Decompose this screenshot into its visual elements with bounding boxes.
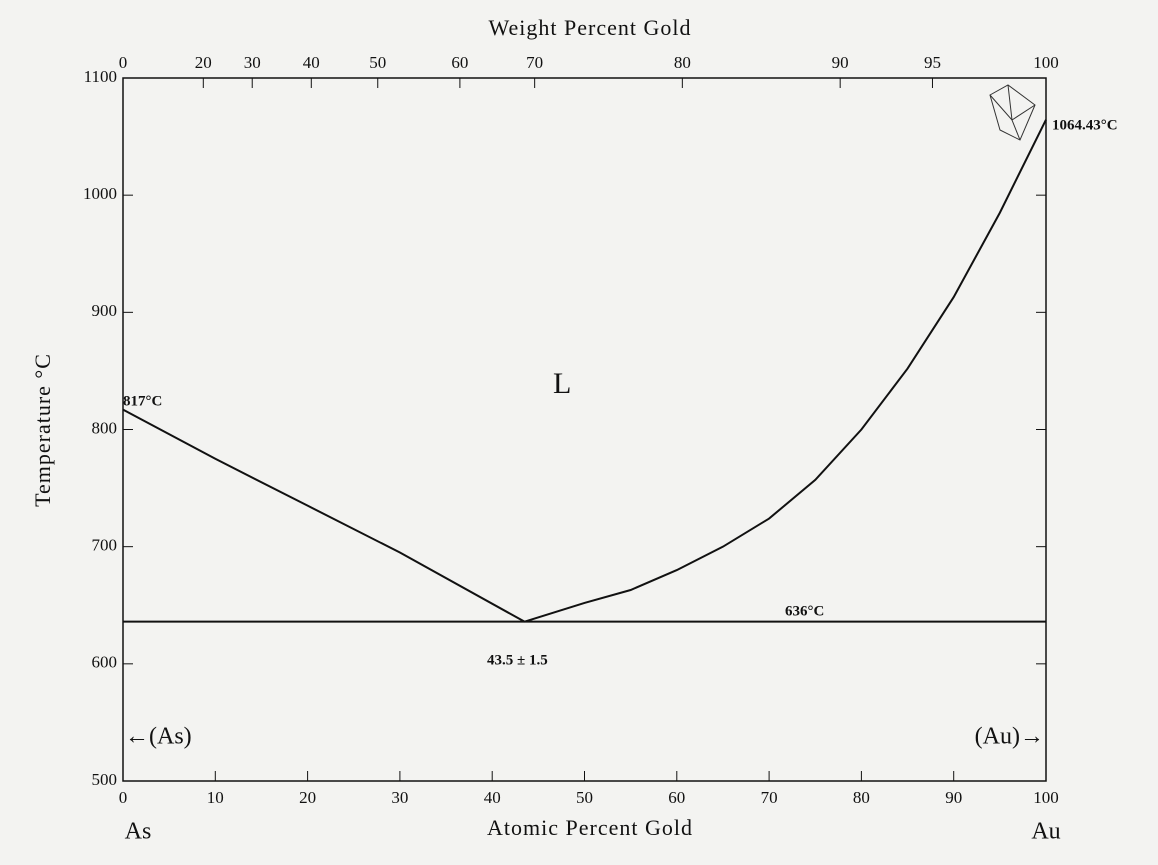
chart: Weight Percent Gold Atomic Percent Gold … — [0, 0, 1158, 865]
x2-tick-label: 100 — [1033, 53, 1059, 72]
element-label: As — [125, 819, 152, 845]
y-tick-label: 1100 — [84, 67, 117, 86]
element-label: Au — [1031, 819, 1060, 845]
y-tick-label: 900 — [92, 301, 118, 320]
annotation: 636°C — [785, 603, 824, 619]
x-tick-label: 70 — [761, 788, 778, 807]
x2-tick-label: 95 — [924, 53, 941, 72]
y-tick-label: 1000 — [83, 184, 117, 203]
x2-tick-label: 70 — [526, 53, 543, 72]
x-tick-label: 100 — [1033, 788, 1059, 807]
annotation: 817°C — [123, 393, 162, 409]
x-tick-label: 40 — [484, 788, 501, 807]
x-tick-label: 30 — [391, 788, 408, 807]
y-tick-label: 500 — [92, 770, 118, 789]
x2-tick-label: 60 — [451, 53, 468, 72]
annotation: (Au)→ — [975, 724, 1044, 750]
annotation: 43.5 ± 1.5 — [487, 652, 548, 668]
x2-tick-label: 20 — [195, 53, 212, 72]
x-tick-label: 60 — [668, 788, 685, 807]
y-axis-title: Temperature °C — [30, 353, 55, 507]
x2-tick-label: 90 — [832, 53, 849, 72]
x2-tick-label: 40 — [303, 53, 320, 72]
crystal-icon — [990, 85, 1035, 140]
phase-label: L — [553, 367, 571, 400]
y-tick-label: 800 — [92, 418, 118, 437]
annotation: ←(As) — [125, 724, 192, 750]
x-tick-label: 50 — [576, 788, 593, 807]
x-axis-title: Atomic Percent Gold — [487, 815, 693, 840]
x-tick-label: 80 — [853, 788, 870, 807]
annotation: 1064.43°C — [1052, 117, 1118, 133]
top-axis-title: Weight Percent Gold — [489, 15, 692, 40]
x-tick-label: 0 — [119, 788, 128, 807]
x-tick-label: 90 — [945, 788, 962, 807]
plot-frame — [123, 78, 1046, 781]
y-tick-label: 600 — [92, 653, 118, 672]
phase-boundary — [525, 120, 1046, 622]
x-tick-label: 10 — [207, 788, 224, 807]
phase-boundary — [123, 410, 525, 622]
y-tick-label: 700 — [92, 536, 118, 555]
x2-tick-label: 0 — [119, 53, 128, 72]
x-tick-label: 20 — [299, 788, 316, 807]
x2-tick-label: 30 — [244, 53, 261, 72]
x2-tick-label: 50 — [369, 53, 386, 72]
x2-tick-label: 80 — [674, 53, 691, 72]
